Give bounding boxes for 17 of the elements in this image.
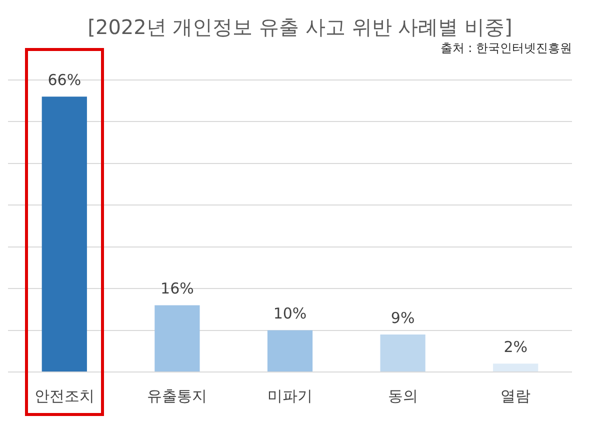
data-label: 10%: [273, 304, 307, 323]
bar: [267, 330, 313, 372]
chart-title: [2022년 개인정보 유출 사고 위반 사례별 비중]: [86, 14, 514, 40]
bar: [380, 334, 426, 372]
data-label: 9%: [390, 308, 415, 327]
x-tick-label: 동의: [388, 386, 418, 405]
bar: [493, 364, 538, 372]
x-tick-label: 미파기: [268, 386, 312, 405]
x-tick-label: 열람: [500, 386, 531, 405]
bar: [42, 96, 87, 372]
data-label: 16%: [160, 280, 194, 298]
data-label: 2%: [504, 338, 528, 356]
data-label: 66%: [48, 71, 82, 90]
x-tick-label: 안전조치: [34, 386, 94, 405]
x-tick-label: 유출통지: [147, 386, 208, 405]
bar: [154, 305, 200, 372]
source-note: 출처 : 한국인터넷진흥원: [439, 40, 573, 56]
